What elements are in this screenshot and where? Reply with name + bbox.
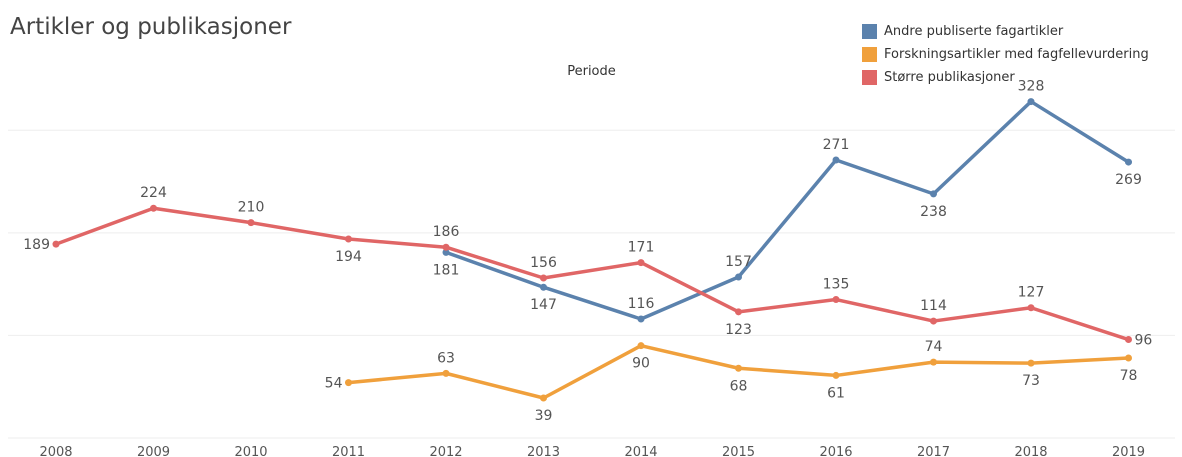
- x-axis-header: Periode: [567, 64, 616, 79]
- data-label: 171: [628, 240, 655, 256]
- data-point: [442, 248, 450, 256]
- data-label: 157: [725, 254, 752, 270]
- data-point: [540, 283, 547, 291]
- data-label: 135: [823, 277, 850, 293]
- data-point: [442, 369, 450, 377]
- data-point: [1125, 354, 1132, 362]
- data-point: [345, 379, 352, 387]
- data-point: [247, 219, 255, 227]
- x-tick-label: 2019: [1112, 445, 1145, 457]
- data-point: [1125, 158, 1132, 166]
- legend: Andre publiserte fagartikler Forskningsa…: [862, 20, 1149, 89]
- data-point: [735, 273, 742, 281]
- x-tick-label: 2018: [1014, 445, 1047, 457]
- x-tick-label: 2010: [234, 445, 267, 457]
- x-tick-label: 2013: [527, 445, 560, 457]
- data-point: [52, 240, 60, 248]
- data-point: [540, 394, 547, 402]
- data-label: 271: [823, 137, 850, 153]
- legend-label: Større publikasjoner: [884, 70, 1015, 85]
- chart-title: Artikler og publikasjoner: [10, 14, 292, 40]
- data-label: 194: [335, 249, 362, 265]
- data-label: 147: [530, 297, 557, 313]
- data-point: [930, 358, 937, 366]
- x-tick-label: 2011: [332, 445, 365, 457]
- data-point: [930, 190, 937, 198]
- data-point: [637, 342, 645, 350]
- x-tick-label: 2017: [917, 445, 950, 457]
- data-label: 90: [632, 356, 650, 372]
- data-label: 63: [437, 350, 455, 366]
- data-point: [442, 243, 450, 251]
- legend-item[interactable]: Større publikasjoner: [862, 66, 1149, 89]
- data-label: 39: [535, 408, 553, 424]
- data-label: 54: [325, 376, 343, 392]
- data-label: 189: [23, 237, 50, 253]
- data-label: 238: [920, 204, 947, 220]
- data-label: 328: [1018, 79, 1045, 95]
- data-point: [832, 371, 840, 379]
- data-label: 68: [730, 378, 748, 394]
- data-label: 181: [433, 262, 460, 278]
- series-line: [444, 99, 1131, 321]
- data-point: [540, 274, 547, 282]
- data-label: 224: [140, 185, 167, 201]
- legend-swatch: [862, 70, 877, 85]
- data-point: [637, 259, 645, 267]
- legend-swatch: [862, 47, 877, 62]
- legend-label: Andre publiserte fagartikler: [884, 24, 1064, 39]
- data-point: [832, 156, 840, 164]
- data-point: [1027, 98, 1035, 106]
- data-label: 127: [1018, 285, 1045, 301]
- data-point: [1027, 359, 1035, 367]
- data-label: 269: [1115, 172, 1142, 188]
- data-label: 186: [433, 224, 460, 240]
- x-tick-label: 2015: [722, 445, 755, 457]
- data-label: 78: [1120, 368, 1138, 384]
- data-point: [930, 317, 937, 325]
- data-point: [150, 204, 157, 212]
- data-label: 73: [1022, 373, 1040, 389]
- data-point: [1027, 304, 1035, 312]
- data-label: 74: [925, 339, 943, 355]
- series-line: [54, 206, 1131, 342]
- data-point: [735, 364, 742, 372]
- legend-item[interactable]: Forskningsartikler med fagfellevurdering: [862, 43, 1149, 66]
- data-point: [832, 296, 840, 304]
- data-point: [735, 308, 742, 316]
- data-label: 156: [530, 255, 557, 271]
- data-point: [637, 315, 645, 323]
- data-label: 96: [1135, 333, 1153, 349]
- x-tick-label: 2014: [624, 445, 657, 457]
- x-tick-label: 2008: [39, 445, 72, 457]
- x-tick-label: 2009: [137, 445, 170, 457]
- data-label: 114: [920, 298, 947, 314]
- data-label: 61: [827, 385, 845, 401]
- data-point: [345, 235, 352, 243]
- data-label: 123: [725, 322, 752, 338]
- data-point: [1125, 336, 1132, 344]
- legend-swatch: [862, 24, 877, 39]
- legend-label: Forskningsartikler med fagfellevurdering: [884, 47, 1149, 62]
- data-label: 116: [628, 296, 655, 312]
- legend-item[interactable]: Andre publiserte fagartikler: [862, 20, 1149, 43]
- x-tick-label: 2016: [819, 445, 852, 457]
- x-tick-label: 2012: [429, 445, 462, 457]
- data-label: 210: [238, 200, 265, 216]
